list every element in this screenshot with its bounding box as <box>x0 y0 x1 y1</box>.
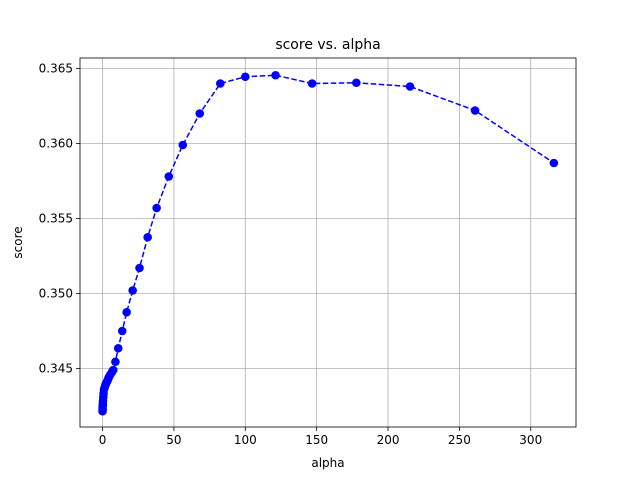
data-point <box>128 286 137 295</box>
x-tick-label: 200 <box>377 433 400 447</box>
series-layer <box>98 70 559 416</box>
data-point <box>117 326 127 336</box>
x-tick-label: 0 <box>99 433 107 447</box>
grid <box>80 58 576 427</box>
x-axis-label: alpha <box>311 456 344 470</box>
data-point <box>470 106 480 115</box>
series-line <box>101 74 555 412</box>
y-tick-label: 0.360 <box>39 137 73 151</box>
x-tick-label: 250 <box>448 433 471 447</box>
data-point <box>271 70 280 80</box>
data-point <box>143 232 152 242</box>
x-tick-label: 50 <box>166 433 181 447</box>
x-axis: 0 50 100 150 200 250 300 <box>99 427 542 447</box>
chart-title: score vs. alpha <box>275 37 380 53</box>
data-point <box>135 263 144 273</box>
data-point <box>307 79 317 88</box>
data-point <box>178 140 188 150</box>
data-point <box>108 365 118 375</box>
data-point <box>164 172 174 181</box>
data-point <box>216 79 225 88</box>
data-point <box>113 343 123 353</box>
y-axis-label: score <box>11 226 25 258</box>
y-tick-label: 0.355 <box>39 212 73 226</box>
x-tick-label: 100 <box>234 433 257 447</box>
y-tick-label: 0.345 <box>39 362 73 376</box>
plot-frame <box>79 57 577 428</box>
data-point <box>195 109 205 118</box>
data-point <box>549 158 559 168</box>
data-point <box>152 203 161 213</box>
data-point <box>111 357 120 367</box>
x-tick-label: 300 <box>519 433 542 447</box>
data-point <box>352 78 361 88</box>
y-tick-label: 0.365 <box>39 62 73 76</box>
y-tick-label: 0.350 <box>39 287 73 301</box>
y-axis: 0.345 0.350 0.355 0.360 0.365 <box>39 62 80 376</box>
data-point <box>240 72 250 82</box>
data-point <box>122 307 131 317</box>
x-tick-label: 150 <box>305 433 328 447</box>
data-point <box>405 82 415 91</box>
